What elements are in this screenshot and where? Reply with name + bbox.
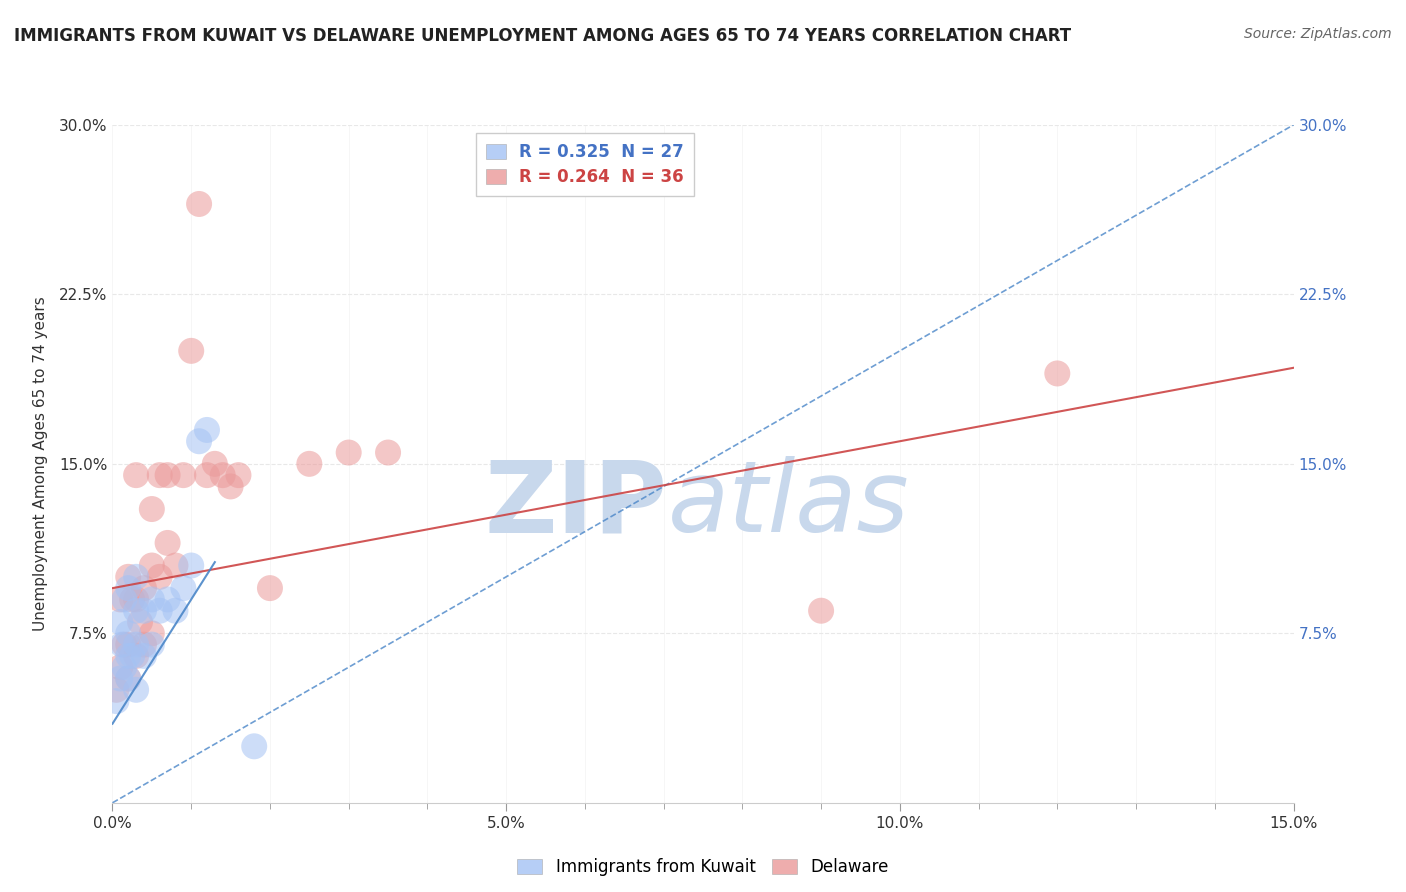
Point (110, 592, 132, 607)
Point (132, 638, 155, 652)
Point (141, 592, 163, 607)
Point (141, 558, 163, 573)
Point (132, 581, 155, 595)
Point (117, 672, 139, 686)
Point (117, 672, 139, 686)
Point (117, 570, 139, 584)
Point (105, 694, 128, 708)
Point (188, 434, 211, 449)
Point (112, 660, 135, 674)
Point (117, 626, 139, 640)
Point (180, 558, 202, 573)
Point (125, 570, 148, 584)
Point (156, 468, 179, 483)
Point (110, 672, 132, 686)
Point (125, 682, 148, 697)
Point (117, 648, 139, 663)
Y-axis label: Unemployment Among Ages 65 to 74 years: Unemployment Among Ages 65 to 74 years (32, 296, 48, 632)
Point (121, 648, 143, 663)
Point (259, 581, 281, 595)
Point (298, 457, 321, 471)
Point (132, 648, 155, 663)
Point (243, 739, 266, 754)
Point (228, 468, 250, 483)
Point (125, 648, 148, 663)
Text: ZIP: ZIP (485, 456, 668, 553)
Point (1046, 367, 1069, 381)
Point (105, 682, 128, 697)
Point (337, 445, 360, 459)
Point (112, 638, 135, 652)
Point (117, 581, 139, 595)
Point (121, 592, 143, 607)
Point (111, 638, 134, 652)
Point (125, 592, 148, 607)
Point (219, 479, 242, 493)
Point (110, 615, 132, 629)
Point (149, 570, 172, 584)
Text: Source: ZipAtlas.com: Source: ZipAtlas.com (1244, 27, 1392, 41)
Point (141, 502, 163, 516)
Legend: Immigrants from Kuwait, Delaware: Immigrants from Kuwait, Delaware (510, 851, 896, 882)
Point (165, 604, 187, 618)
Point (165, 558, 187, 573)
Point (112, 592, 135, 607)
Point (141, 638, 163, 652)
Text: atlas: atlas (668, 456, 910, 553)
Point (188, 197, 211, 211)
Point (195, 423, 218, 437)
Point (125, 468, 148, 483)
Text: IMMIGRANTS FROM KUWAIT VS DELAWARE UNEMPLOYMENT AMONG AGES 65 TO 74 YEARS CORREL: IMMIGRANTS FROM KUWAIT VS DELAWARE UNEMP… (14, 27, 1071, 45)
Point (156, 536, 179, 550)
Point (110, 660, 132, 674)
Point (141, 626, 163, 640)
Point (129, 615, 152, 629)
Point (810, 604, 832, 618)
Point (172, 468, 194, 483)
Point (149, 468, 172, 483)
Point (172, 581, 194, 595)
Point (132, 604, 155, 618)
Point (117, 638, 139, 652)
Point (377, 445, 399, 459)
Point (204, 457, 226, 471)
Point (149, 604, 172, 618)
Point (180, 343, 202, 358)
Point (211, 468, 233, 483)
Point (156, 592, 179, 607)
Point (125, 604, 148, 618)
Point (125, 638, 148, 652)
Point (195, 468, 218, 483)
